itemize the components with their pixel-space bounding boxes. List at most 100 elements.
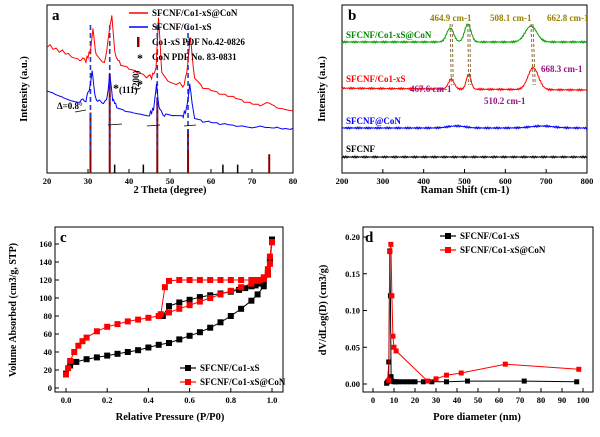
y-tick-label: 40	[44, 347, 53, 357]
panel-b-series	[341, 23, 588, 159]
peak-label: 510.2 cm-1	[484, 96, 526, 106]
data-point	[248, 297, 255, 304]
star-icon: *	[113, 81, 119, 95]
data-point	[75, 342, 82, 349]
data-point	[207, 324, 214, 331]
x-tick-label: 0.8	[225, 395, 236, 405]
data-point	[444, 379, 449, 385]
data-point	[227, 287, 234, 294]
data-point	[93, 328, 100, 335]
data-point	[389, 293, 395, 299]
y-tick-label: 100	[39, 293, 52, 303]
peak-dash-line	[469, 23, 472, 86]
x-tick-label: 20	[43, 176, 52, 186]
data-point	[387, 249, 393, 255]
peak-dash-line	[532, 23, 536, 86]
annotation-111: (111)	[119, 85, 138, 95]
data-point	[404, 379, 410, 385]
legend-label: SFCNF/Co1-xS	[152, 22, 212, 32]
panel-a-x-ticks: 20 30 40 50 60 70 80	[43, 169, 297, 186]
series-line	[341, 124, 588, 130]
data-point	[196, 294, 203, 301]
x-tick-label: 30	[432, 395, 441, 405]
data-point	[176, 336, 183, 343]
y-tick-label: 80	[44, 311, 53, 321]
panel-d-series	[384, 241, 582, 386]
panel-c-series	[63, 236, 275, 378]
data-point	[386, 377, 392, 383]
x-tick-label: 0.2	[102, 395, 113, 405]
panel-b-ylabel: Intensity (a.u.)	[317, 56, 328, 122]
data-point	[254, 291, 261, 298]
peak-label: 662.8 cm-1	[547, 13, 589, 23]
data-point	[458, 370, 464, 376]
series-line	[46, 15, 294, 112]
panel-a: 20 30 40 50 60 70 80 a 2 Theta (degree) Intens…	[19, 4, 297, 196]
data-point	[574, 379, 580, 385]
series-line	[341, 23, 588, 44]
data-point	[145, 314, 152, 321]
x-tick-label: 60	[207, 176, 216, 186]
data-point	[83, 356, 90, 363]
data-point	[576, 366, 582, 372]
x-tick-label: 1.0	[267, 395, 278, 405]
x-tick-label: 100	[577, 395, 590, 405]
panel-d-legend: SFCNF/Co1-xS SFCNF/Co1-xS@CoN	[440, 231, 546, 255]
data-point	[252, 277, 259, 283]
data-point	[256, 277, 263, 283]
peak-label: 467.6 cm-1	[410, 84, 452, 94]
panel-c-ticks: 0.0 0.2 0.4 0.6 0.8 1.0 0 20 40 60 80 100 120 140 160	[39, 239, 277, 405]
data-point	[264, 266, 271, 273]
annotation-200: (200)	[131, 71, 141, 91]
data-point	[207, 295, 214, 301]
star-icon: *	[137, 51, 143, 65]
data-point	[266, 253, 273, 260]
data-point	[217, 291, 224, 298]
star-icon: *	[137, 77, 143, 91]
legend-label: SFCNF/Co1-xS@CoN	[152, 8, 238, 18]
series-line	[341, 155, 588, 159]
y-tick-label: 0	[48, 383, 52, 393]
data-point	[238, 284, 245, 291]
panel-b-x-ticks: 200 300 400 500 600 700 800	[336, 169, 593, 186]
series-label-red: SFCNF/Co1-xS	[346, 74, 406, 84]
x-tick-label: 0.0	[61, 395, 72, 405]
data-point	[393, 348, 399, 354]
data-point	[412, 379, 418, 385]
y-tick-label: 160	[39, 239, 52, 249]
data-point	[63, 371, 69, 378]
series-line	[46, 70, 294, 130]
panel-c: 0.0 0.2 0.4 0.6 0.8 1.0020406080100120140160 …	[8, 226, 286, 423]
series-label-green: SFCNF/Co1-xS@CoN	[346, 30, 432, 40]
data-point	[83, 334, 90, 341]
data-point	[196, 277, 203, 283]
series-label-blue: SFCNF@CoN	[346, 116, 401, 126]
data-point	[124, 318, 131, 325]
series-line	[388, 244, 579, 382]
y-tick-label: 0.20	[345, 232, 360, 242]
legend-label: SFCNF/Co1-xS@CoN	[460, 245, 546, 255]
data-point	[408, 379, 414, 385]
data-point	[420, 379, 426, 385]
panel-b: 200 300 400 500 600 700 800 b Raman Shift (cm-…	[317, 4, 593, 196]
x-tick-label: 70	[516, 395, 525, 405]
data-point	[186, 277, 193, 283]
panel-d-ylabel: dV/dLog(D) (cm3/g)	[318, 264, 329, 355]
x-tick-label: 500	[458, 176, 471, 186]
y-tick-label: 20	[44, 365, 53, 375]
peak-dash-line	[530, 23, 534, 86]
data-point	[248, 280, 255, 287]
data-point	[227, 277, 234, 283]
data-point	[65, 365, 72, 372]
legend-marker	[185, 379, 191, 385]
panel-a-ylabel: Intensity (a.u.)	[19, 56, 30, 122]
panel-b-dashed-lines	[449, 23, 536, 86]
data-point	[391, 344, 397, 350]
panel-a-series	[46, 15, 294, 130]
data-point	[104, 352, 111, 359]
x-tick-label: 300	[376, 176, 389, 186]
legend-marker	[185, 365, 191, 371]
x-tick-label: 70	[248, 176, 257, 186]
data-point	[176, 277, 183, 283]
